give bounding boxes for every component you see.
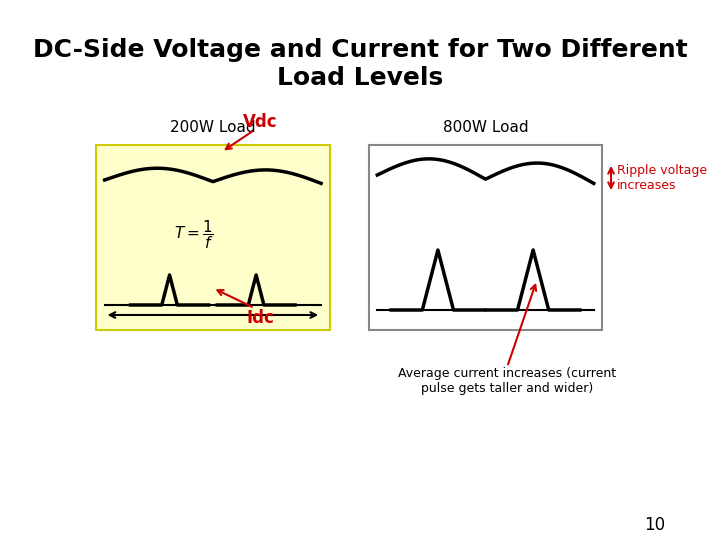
Text: Idc: Idc xyxy=(246,309,274,327)
Text: 800W Load: 800W Load xyxy=(443,119,528,134)
Bar xyxy=(96,145,330,330)
Bar xyxy=(369,145,603,330)
Text: $T = \dfrac{1}{f}$: $T = \dfrac{1}{f}$ xyxy=(174,219,214,252)
Text: 10: 10 xyxy=(644,516,665,534)
Text: 200W Load: 200W Load xyxy=(170,119,256,134)
Text: Average current increases (current
pulse gets taller and wider): Average current increases (current pulse… xyxy=(398,367,616,395)
Text: Vdc: Vdc xyxy=(243,113,278,131)
Text: Load Levels: Load Levels xyxy=(277,66,443,90)
Text: Ripple voltage
increases: Ripple voltage increases xyxy=(617,164,707,192)
Text: DC-Side Voltage and Current for Two Different: DC-Side Voltage and Current for Two Diff… xyxy=(32,38,688,62)
